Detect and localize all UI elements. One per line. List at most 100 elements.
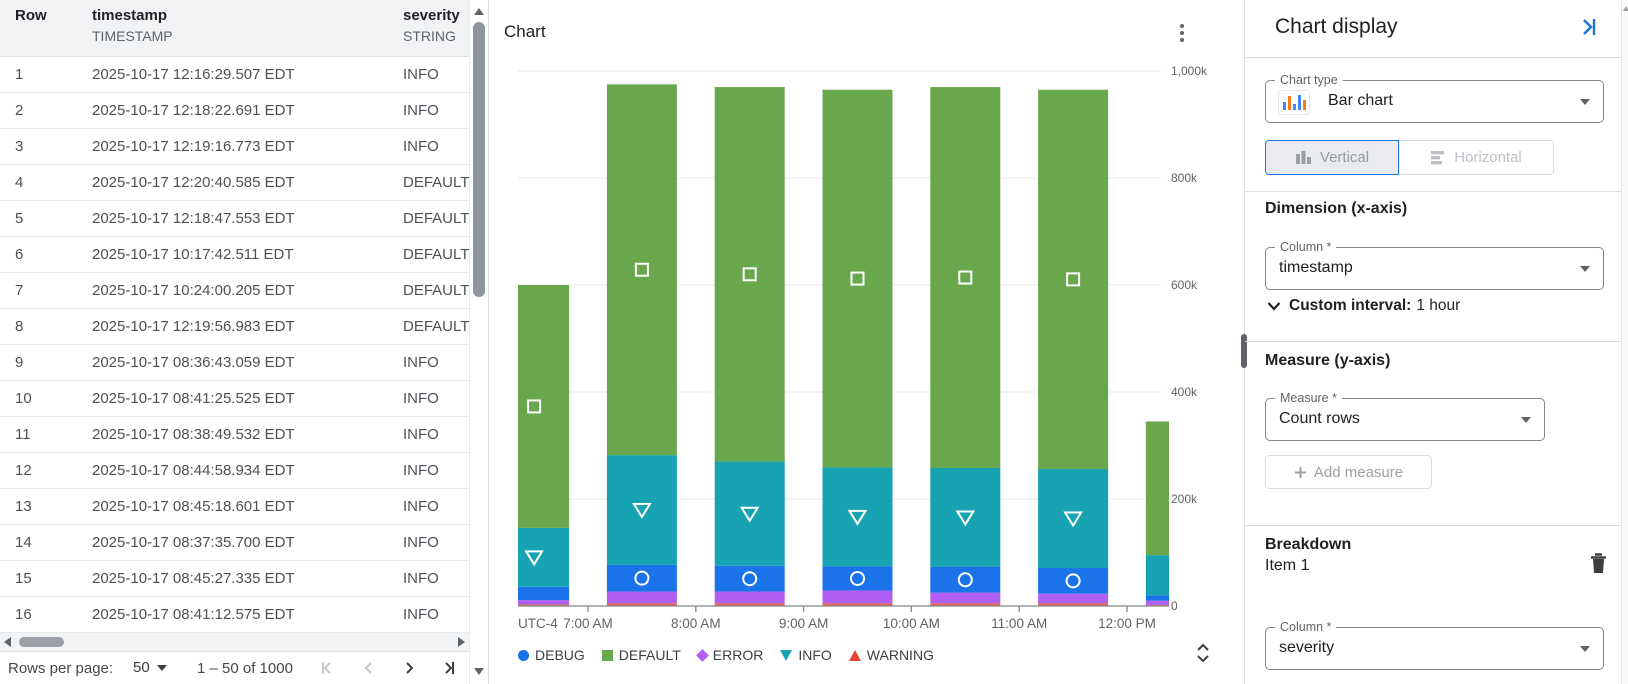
custom-interval-expander[interactable]: Custom interval: 1 hour <box>1267 297 1460 315</box>
x-axis-tick-label: 9:00 AM <box>779 616 829 631</box>
legend-label: INFO <box>798 647 832 663</box>
vertical-toggle-button[interactable]: Vertical <box>1265 140 1399 175</box>
measure-select[interactable]: Measure * Count rows <box>1265 391 1545 441</box>
bar-segment-debug[interactable] <box>714 565 785 592</box>
vertical-scrollbar[interactable] <box>469 0 488 684</box>
severity-cell: INFO <box>403 462 439 479</box>
timestamp-cell: 2025-10-17 12:18:22.691 EDT <box>92 102 295 119</box>
expand-collapse-icon[interactable] <box>1195 642 1211 667</box>
horizontal-scrollbar[interactable] <box>0 633 469 651</box>
legend-label: ERROR <box>712 647 764 663</box>
panel-resize-handle[interactable] <box>1241 334 1247 368</box>
scroll-left-icon[interactable] <box>4 637 11 647</box>
delete-breakdown-button[interactable] <box>1585 552 1611 578</box>
bar-segment-default[interactable] <box>822 89 893 468</box>
scroll-up-icon[interactable] <box>474 8 484 15</box>
page-scrollbar[interactable] <box>1621 0 1628 684</box>
horizontal-scroll-thumb[interactable] <box>19 637 64 647</box>
square-icon <box>601 649 613 661</box>
bar-segment-info[interactable] <box>518 527 570 587</box>
table-row: 11 2025-10-17 08:38:49.532 EDT INFO <box>0 417 469 453</box>
timestamp-cell: 2025-10-17 12:20:40.585 EDT <box>92 174 295 191</box>
bar-segment-debug[interactable] <box>822 566 893 591</box>
bar-segment-error[interactable] <box>930 592 1001 604</box>
horizontal-toggle-button[interactable]: Horizontal <box>1399 140 1554 175</box>
legend-item-debug[interactable]: DEBUG <box>518 647 585 663</box>
triangle-down-icon <box>780 649 793 661</box>
bar-segment-error[interactable] <box>1145 600 1169 605</box>
breakdown-column-select[interactable]: Column * severity <box>1265 620 1604 670</box>
rows-per-page-select[interactable]: 50 <box>133 659 167 676</box>
bar-segment-error[interactable] <box>822 590 893 604</box>
table-header-row: Row timestamp TIMESTAMP severity STRING <box>0 0 469 57</box>
bar-segment-warning[interactable] <box>930 603 1001 606</box>
scroll-down-icon[interactable] <box>474 668 484 675</box>
first-page-button[interactable] <box>316 658 338 680</box>
bar-segment-info[interactable] <box>1145 555 1169 596</box>
bar-segment-default[interactable] <box>714 87 785 462</box>
legend-label: DEFAULT <box>618 647 681 663</box>
bar-segment-warning[interactable] <box>822 603 893 606</box>
severity-cell: INFO <box>403 426 439 443</box>
legend-item-warning[interactable]: WARNING <box>848 647 934 663</box>
bar-segment-error[interactable] <box>714 591 785 604</box>
bar-marker-triangle-down <box>955 510 976 527</box>
vertical-scroll-thumb[interactable] <box>473 22 485 297</box>
bar-segment-info[interactable] <box>714 461 785 566</box>
bar-segment-warning[interactable] <box>518 604 570 606</box>
dropdown-caret-icon <box>1521 417 1531 423</box>
bar-segment-error[interactable] <box>1038 593 1109 604</box>
bar-segment-warning[interactable] <box>714 603 785 606</box>
pagination-bar: Rows per page: 50 1 – 50 of 1000 <box>0 651 469 684</box>
bar-segment-default[interactable] <box>1145 421 1169 556</box>
circle-icon <box>518 649 529 661</box>
bar-segment-default[interactable] <box>518 285 570 528</box>
measure-label: Measure * <box>1275 391 1342 405</box>
scroll-right-icon[interactable] <box>458 637 465 647</box>
bar-segment-warning[interactable] <box>1038 603 1109 606</box>
timestamp-cell: 2025-10-17 08:45:18.601 EDT <box>92 498 295 515</box>
legend-item-default[interactable]: DEFAULT <box>601 647 681 663</box>
bar-segment-default[interactable] <box>606 84 677 456</box>
x-axis-tick-label: 12:00 PM <box>1098 616 1156 631</box>
chart-type-select[interactable]: Chart type Bar chart <box>1265 73 1604 123</box>
bar-segment-error[interactable] <box>518 600 570 605</box>
breakdown-heading: Breakdown <box>1265 536 1352 553</box>
dimension-column-select[interactable]: Column * timestamp <box>1265 240 1604 290</box>
bar-segment-debug[interactable] <box>606 564 677 592</box>
bar-marker-square <box>958 270 973 285</box>
y-axis-tick-label: 600k <box>1171 278 1198 292</box>
bar-segment-debug[interactable] <box>1145 595 1169 601</box>
bar-segment-info[interactable] <box>930 467 1001 567</box>
chart-type-label: Chart type <box>1275 73 1343 87</box>
bar-segment-warning[interactable] <box>606 603 677 606</box>
bar-marker-triangle-down <box>739 506 760 523</box>
severity-cell: INFO <box>403 570 439 587</box>
bar-segment-info[interactable] <box>1038 469 1109 569</box>
severity-cell: INFO <box>403 354 439 371</box>
bar-segment-debug[interactable] <box>930 566 1001 593</box>
legend-item-info[interactable]: INFO <box>780 647 832 663</box>
bar-segment-info[interactable] <box>822 467 893 567</box>
bar-segment-debug[interactable] <box>518 586 570 601</box>
breakdown-column-value: severity <box>1279 639 1335 656</box>
bar-segment-default[interactable] <box>1038 89 1109 470</box>
bar-segment-info[interactable] <box>606 455 677 565</box>
bar-segment-default[interactable] <box>930 87 1001 468</box>
legend-item-error[interactable]: ERROR <box>695 647 764 663</box>
next-page-button[interactable] <box>398 658 420 680</box>
last-page-button[interactable] <box>438 658 460 680</box>
row-number-cell: 14 <box>15 534 32 551</box>
bar-segment-debug[interactable] <box>1038 568 1109 594</box>
chart-menu-button[interactable] <box>1169 18 1195 48</box>
row-number-cell: 15 <box>15 570 32 587</box>
bar-marker-square <box>527 399 542 414</box>
chart-legend: DEBUG DEFAULT ERROR INFO WARNING <box>518 645 934 665</box>
bar-segment-error[interactable] <box>606 591 677 604</box>
timestamp-cell: 2025-10-17 12:19:56.983 EDT <box>92 318 295 335</box>
row-number-cell: 9 <box>15 354 24 371</box>
add-measure-button[interactable]: Add measure <box>1265 455 1432 489</box>
previous-page-button[interactable] <box>358 658 380 680</box>
timestamp-cell: 2025-10-17 08:45:27.335 EDT <box>92 570 295 587</box>
collapse-panel-icon[interactable] <box>1575 16 1603 40</box>
